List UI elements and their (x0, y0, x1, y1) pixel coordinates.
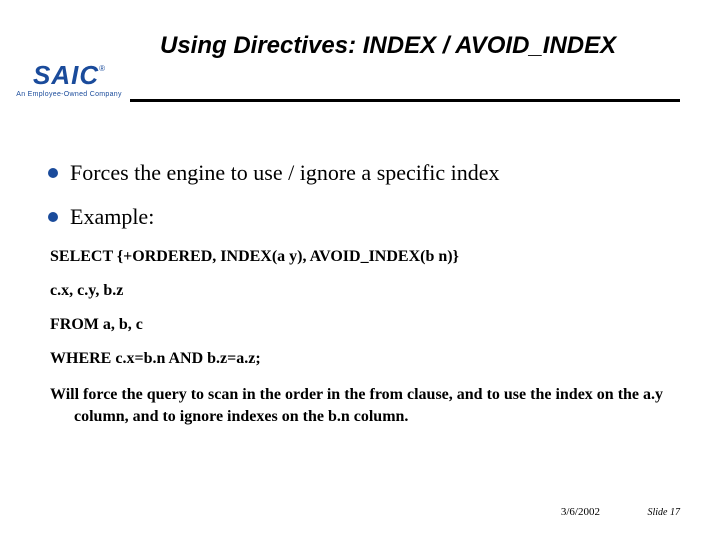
code-line: c.x, c.y, b.z (50, 282, 672, 300)
logo-registered-icon: ® (99, 64, 105, 73)
logo: SAIC® (14, 64, 124, 89)
logo-tagline: An Employee-Owned Company (14, 91, 124, 98)
code-line: WHERE c.x=b.n AND b.z=a.z; (50, 350, 672, 368)
code-line: FROM a, b, c (50, 316, 672, 334)
bullet-text: Example: (70, 204, 154, 230)
bullet-icon (48, 168, 58, 178)
title-divider (130, 99, 680, 102)
slide: Using Directives: INDEX / AVOID_INDEX SA… (0, 0, 720, 540)
bullet-text: Forces the engine to use / ignore a spec… (70, 160, 499, 186)
footer-slide-number: Slide 17 (648, 507, 681, 518)
content-area: Forces the engine to use / ignore a spec… (48, 160, 672, 427)
slide-title: Using Directives: INDEX / AVOID_INDEX (160, 32, 680, 60)
logo-block: SAIC® An Employee-Owned Company (14, 64, 124, 98)
explanation-line: Will force the query to scan in the orde… (50, 384, 672, 427)
footer-date: 3/6/2002 (561, 506, 600, 518)
code-line: SELECT {+ORDERED, INDEX(a y), AVOID_INDE… (50, 248, 672, 266)
bullet-icon (48, 212, 58, 222)
bullet-item: Forces the engine to use / ignore a spec… (48, 160, 672, 186)
title-row: Using Directives: INDEX / AVOID_INDEX (160, 32, 680, 60)
explanation-text: Will force the query to scan in the orde… (50, 384, 672, 427)
bullet-item: Example: (48, 204, 672, 230)
logo-text: SAIC (33, 60, 99, 90)
